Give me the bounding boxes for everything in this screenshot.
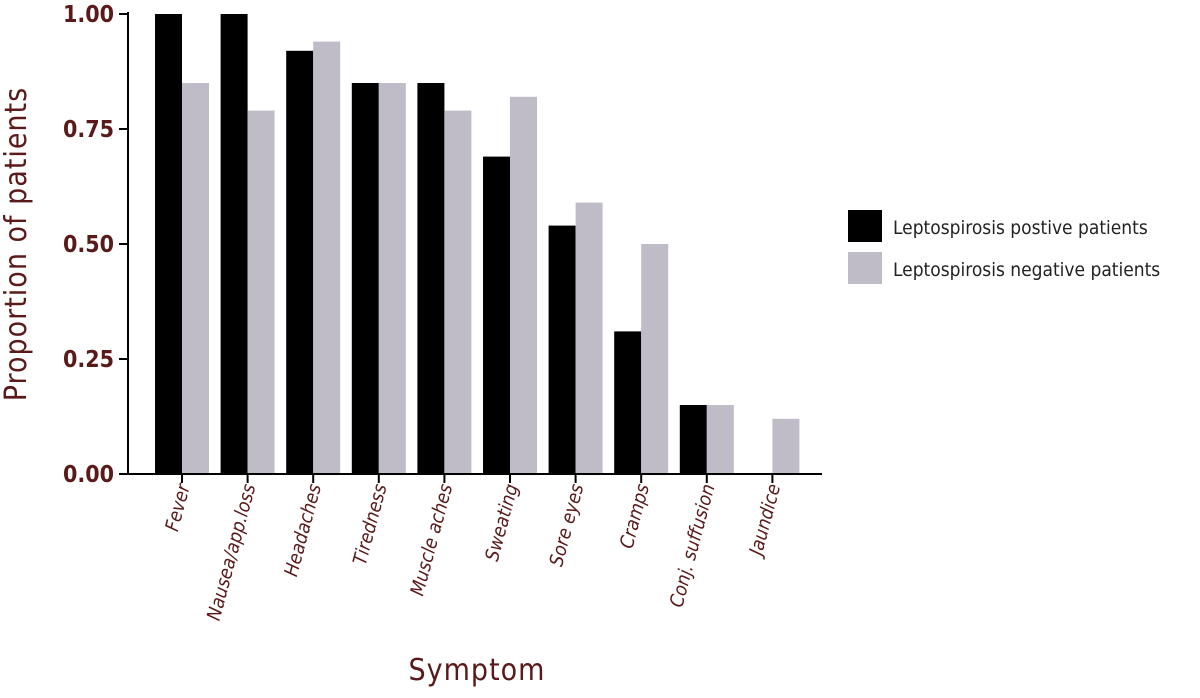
x-axis-title: Symptom — [409, 653, 546, 688]
legend-swatch — [848, 252, 882, 284]
x-tick-label: Cramps — [616, 482, 654, 551]
x-tick-label: Sweating — [481, 481, 523, 563]
bar-positive — [679, 405, 707, 474]
bar-negative — [378, 83, 406, 474]
bar-negative — [313, 41, 341, 474]
y-axis-title: Proportion of patients — [0, 87, 34, 401]
x-axis: Fever Nausea/app.loss Headaches Tiredness Mu… — [127, 473, 822, 623]
bar-positive — [483, 156, 510, 474]
x-tick-label: Nausea/app.loss — [203, 482, 261, 623]
x-tick-label: Conj. suffusion — [666, 482, 720, 610]
x-tick-label: Tiredness — [349, 482, 392, 568]
x-tick-label: Sore eyes — [545, 482, 588, 569]
x-tick-label: Muscle aches — [406, 482, 457, 599]
legend-swatch — [848, 210, 882, 242]
bar-negative — [575, 202, 603, 474]
legend: Leptospirosis postive patients Leptospiro… — [848, 210, 1160, 284]
bar-positive — [286, 50, 314, 475]
x-tick-label: Fever — [161, 481, 195, 534]
bar-negative — [641, 244, 669, 474]
y-tick-label: 0.50 — [63, 232, 114, 258]
bar-positive — [155, 14, 182, 474]
bar-negative — [182, 83, 209, 474]
bar-positive — [351, 83, 379, 474]
bars-layer — [155, 14, 800, 475]
y-tick-label: 1.00 — [63, 2, 114, 28]
y-tick-label: 0.75 — [63, 117, 114, 143]
bar-positive — [220, 14, 248, 474]
bar-negative — [444, 110, 472, 474]
legend-label: Leptospirosis postive patients — [893, 217, 1148, 239]
y-axis: 0.00 0.25 0.50 0.75 1.00 — [63, 2, 129, 488]
x-tick-label: Jaundice — [744, 482, 785, 561]
bar-positive — [548, 225, 576, 474]
bar-positive — [614, 331, 642, 474]
y-tick-label: 0.00 — [63, 462, 114, 488]
x-tick-label: Headaches — [280, 482, 326, 579]
bar-negative — [772, 418, 800, 474]
bar-negative — [247, 110, 275, 474]
bar-negative — [706, 405, 734, 474]
y-tick-label: 0.25 — [63, 347, 114, 373]
bar-negative — [510, 96, 537, 475]
legend-label: Leptospirosis negative patients — [893, 259, 1160, 281]
bar-positive — [417, 83, 445, 474]
